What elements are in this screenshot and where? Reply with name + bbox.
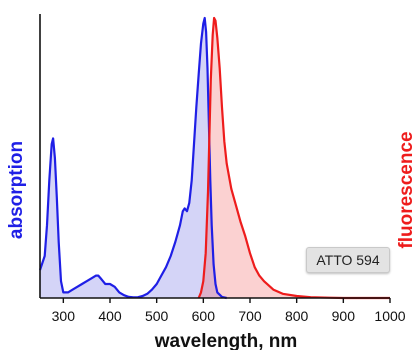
- series-lines: [38, 16, 390, 300]
- x-tick-label: 400: [98, 308, 122, 324]
- x-tick-label: 300: [52, 308, 76, 324]
- y-axis-label-absorption: absorption: [6, 141, 27, 239]
- y-axis-label-fluorescence: fluorescence: [396, 131, 417, 248]
- fluorescence-line: [197, 16, 390, 300]
- x-tick-label: 1000: [374, 308, 405, 324]
- x-tick-label: 900: [332, 308, 356, 324]
- annotation-badge: ATTO 594: [306, 247, 390, 273]
- x-tick-label: 500: [145, 308, 169, 324]
- x-ticks: 300 400 500 600 700 800 900 1000: [52, 298, 406, 324]
- x-tick-label: 600: [192, 308, 216, 324]
- axes: [39, 14, 390, 299]
- x-tick-label: 700: [238, 308, 262, 324]
- x-axis-label: wavelength, nm: [154, 331, 298, 350]
- absorption-line: [38, 16, 227, 300]
- x-tick-label: 800: [285, 308, 309, 324]
